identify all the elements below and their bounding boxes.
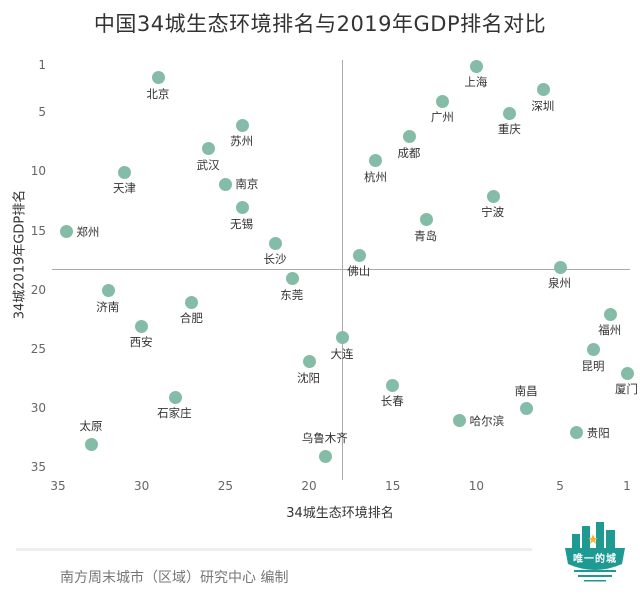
data-point-label: 贵阳 xyxy=(586,425,610,440)
x-tick-label: 25 xyxy=(217,479,233,493)
data-point[interactable] xyxy=(101,284,115,298)
data-point[interactable] xyxy=(570,426,584,440)
data-point[interactable] xyxy=(587,343,601,357)
y-tick-label: 10 xyxy=(30,164,46,179)
data-point[interactable] xyxy=(218,177,232,191)
quadrant-line-vertical xyxy=(342,60,343,480)
data-point[interactable] xyxy=(419,213,433,227)
x-tick-label: 10 xyxy=(468,479,485,493)
data-point[interactable] xyxy=(202,142,216,156)
data-point-label: 上海 xyxy=(464,75,488,89)
data-point[interactable] xyxy=(302,355,316,369)
x-tick-label: 30 xyxy=(134,479,150,493)
data-point-label: 成都 xyxy=(397,145,421,160)
data-point-label: 无锡 xyxy=(230,216,254,231)
data-point[interactable] xyxy=(336,331,349,345)
data-point-label: 武汉 xyxy=(196,157,220,172)
data-point[interactable] xyxy=(402,130,416,144)
data-point-label: 重庆 xyxy=(497,122,521,137)
data-point-label: 南昌 xyxy=(514,383,538,398)
x-tick-label: 1 xyxy=(623,479,631,493)
data-point-label: 东莞 xyxy=(280,287,304,302)
data-point[interactable] xyxy=(285,272,299,286)
quadrant-line-horizontal xyxy=(52,269,630,270)
data-point-label: 杭州 xyxy=(363,169,387,184)
data-point[interactable] xyxy=(319,449,333,463)
data-point[interactable] xyxy=(185,295,199,309)
city-skyline-logo-icon: 唯一的城 xyxy=(560,520,630,590)
data-point[interactable] xyxy=(269,236,283,250)
data-point[interactable] xyxy=(59,225,73,239)
y-tick-label: 25 xyxy=(30,341,46,356)
data-point-label: 广州 xyxy=(430,110,454,125)
data-point[interactable] xyxy=(352,248,366,262)
data-point-label: 福州 xyxy=(598,323,622,338)
data-point-label: 青岛 xyxy=(414,228,438,243)
data-point-label: 深圳 xyxy=(531,98,555,113)
data-point-label: 哈尔滨 xyxy=(469,413,505,428)
data-point-label: 昆明 xyxy=(581,358,605,373)
x-tick-label: 5 xyxy=(556,479,564,493)
data-point-label: 长春 xyxy=(380,394,404,409)
data-point-label: 厦门 xyxy=(615,382,638,397)
data-point-label: 泉州 xyxy=(548,276,572,290)
data-point[interactable] xyxy=(520,402,534,416)
data-point-label: 乌鲁木齐 xyxy=(301,431,348,446)
data-point-label: 大连 xyxy=(330,346,354,361)
y-tick-label: 20 xyxy=(30,282,46,297)
x-axis-label: 34城生态环境排名 xyxy=(286,506,394,521)
data-point-label: 西安 xyxy=(129,335,153,350)
x-tick-label: 35 xyxy=(50,479,66,493)
data-point-label: 太原 xyxy=(79,419,103,434)
chart-title: 中国34城生态环境排名与2019年GDP排名对比 xyxy=(93,12,547,36)
data-point[interactable] xyxy=(386,378,400,392)
data-point-label: 北京 xyxy=(146,86,170,101)
y-tick-label: 35 xyxy=(30,460,46,474)
y-tick-label: 5 xyxy=(38,105,46,120)
data-point-label: 宁波 xyxy=(481,205,505,220)
data-point-label: 沈阳 xyxy=(297,370,321,385)
data-point[interactable] xyxy=(151,71,165,85)
x-tick-label: 15 xyxy=(385,479,401,493)
data-point[interactable] xyxy=(235,201,249,215)
data-point-label: 合肥 xyxy=(179,311,203,326)
y-tick-label: 1 xyxy=(38,58,46,72)
data-point[interactable] xyxy=(118,165,132,179)
data-point-label: 苏州 xyxy=(230,134,254,149)
data-point[interactable] xyxy=(469,59,483,73)
y-tick-label: 15 xyxy=(30,223,46,238)
data-point[interactable] xyxy=(453,414,467,428)
x-tick-label: 20 xyxy=(301,479,317,493)
y-axis-label: 34城2019年GDP排名 xyxy=(12,189,28,320)
footer-source: 南方周末城市（区域）研究中心 编制 xyxy=(60,570,289,586)
data-point-label: 郑州 xyxy=(76,224,100,239)
data-point[interactable] xyxy=(486,189,500,203)
data-point[interactable] xyxy=(503,106,517,120)
data-point-label: 佛山 xyxy=(347,264,371,279)
footer-divider xyxy=(16,548,532,551)
data-point[interactable] xyxy=(84,437,98,451)
data-point[interactable] xyxy=(620,366,634,380)
data-point[interactable] xyxy=(235,118,249,132)
data-point[interactable] xyxy=(369,154,383,168)
data-point-label: 济南 xyxy=(96,299,120,314)
y-tick-label: 30 xyxy=(30,400,46,415)
data-point[interactable] xyxy=(536,83,550,97)
logo-text: 唯一的城 xyxy=(573,554,617,565)
data-point[interactable] xyxy=(135,319,149,333)
data-point[interactable] xyxy=(553,260,567,274)
data-point-label: 长沙 xyxy=(263,252,287,267)
data-point-label: 南京 xyxy=(235,177,259,192)
data-point-label: 石家庄 xyxy=(157,406,192,421)
data-point-label: 天津 xyxy=(112,181,136,196)
data-point[interactable] xyxy=(436,94,450,108)
data-point[interactable] xyxy=(603,307,617,321)
data-point[interactable] xyxy=(168,390,182,404)
